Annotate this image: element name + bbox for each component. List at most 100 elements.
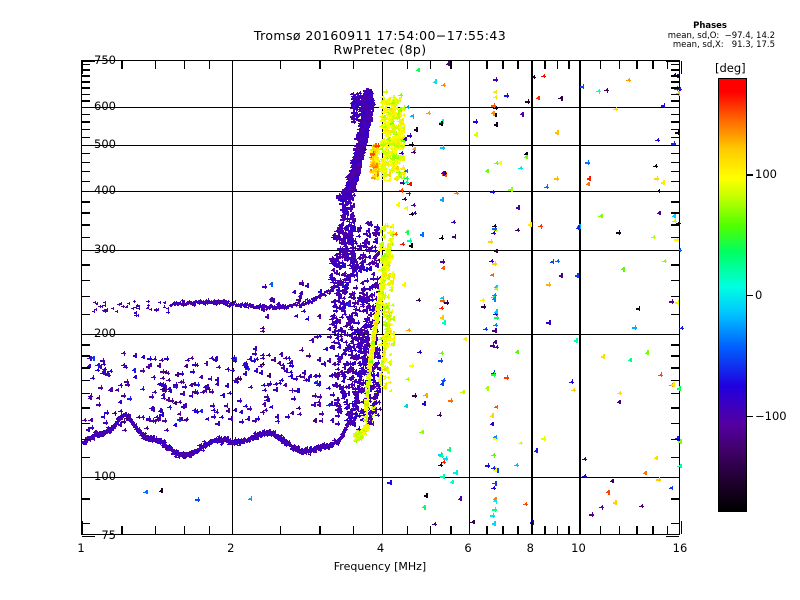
data-point [230,367,235,372]
data-point [341,191,346,195]
data-point [92,309,95,313]
data-point [201,448,205,451]
axis-tick-y [82,314,90,316]
gridline-vertical [231,61,234,534]
data-point [390,230,394,234]
data-point [152,419,156,423]
data-point [402,137,407,141]
data-point [258,363,263,368]
data-point [366,228,370,233]
data-point [374,346,378,350]
data-point [519,112,524,116]
data-point [360,95,365,100]
data-point [356,234,361,238]
data-point [351,295,356,299]
data-point [361,286,366,290]
data-point [353,391,357,395]
data-point [154,415,159,419]
data-point [317,295,321,299]
data-point [617,391,622,395]
data-point [189,393,193,397]
axis-tick-x [652,526,654,534]
axis-tick-y [671,236,679,239]
axis-tick-x [502,61,504,69]
data-point [491,486,496,490]
data-point [354,338,359,342]
data-point [485,169,489,173]
data-point [386,178,391,182]
data-point [369,163,373,168]
data-point [233,378,237,382]
data-point [144,425,148,430]
data-point [534,448,538,453]
data-point [411,149,416,154]
data-point [225,367,230,371]
data-point [362,243,367,248]
data-point [493,435,497,439]
data-point [409,142,413,147]
data-point [337,403,342,408]
data-point [679,326,684,330]
data-point [85,439,88,443]
data-point [621,267,625,271]
data-point [350,367,355,371]
axis-tick-y [82,114,90,116]
axis-tick-y-major [666,333,679,336]
data-point [599,505,603,509]
data-point [675,300,679,305]
data-point [352,310,357,315]
data-point [491,103,496,108]
gridline-vertical [469,61,471,534]
data-point [121,362,126,367]
data-point [358,348,362,352]
data-point [587,176,591,180]
data-point [237,398,241,403]
data-point [292,290,296,294]
data-point [330,392,335,397]
data-point [162,305,166,308]
data-point [339,354,343,358]
data-point [399,131,403,135]
data-point [642,470,647,475]
data-point [386,371,390,374]
data-point [367,267,372,271]
data-point [100,305,103,308]
data-point [154,308,158,311]
data-point [185,358,189,362]
data-point [115,309,118,313]
data-point [370,396,375,400]
data-point [655,138,660,142]
data-point [410,114,414,118]
data-point [550,259,554,264]
data-point [100,431,104,434]
data-point [360,149,364,154]
data-point [541,73,546,78]
data-point [337,265,341,269]
axis-tick-y [82,224,90,226]
axis-tick-x [486,526,488,534]
data-point [385,264,389,269]
data-point [332,299,336,303]
data-point [395,139,399,143]
data-point [390,303,394,307]
data-point [632,325,636,330]
data-point [194,362,198,367]
data-point [333,263,338,268]
data-point [296,406,300,410]
data-point [417,349,422,354]
data-point [645,350,649,355]
data-point [338,386,343,390]
data-point [334,398,338,402]
axis-tick-y [82,93,90,96]
data-point [515,228,519,232]
axis-tick-y [82,81,90,83]
data-point [176,455,180,459]
data-point [340,378,345,383]
data-point [92,437,95,441]
data-point [390,331,395,336]
data-point [669,299,673,303]
data-points-layer [81,61,684,534]
data-point [386,262,390,267]
data-point [184,364,188,368]
